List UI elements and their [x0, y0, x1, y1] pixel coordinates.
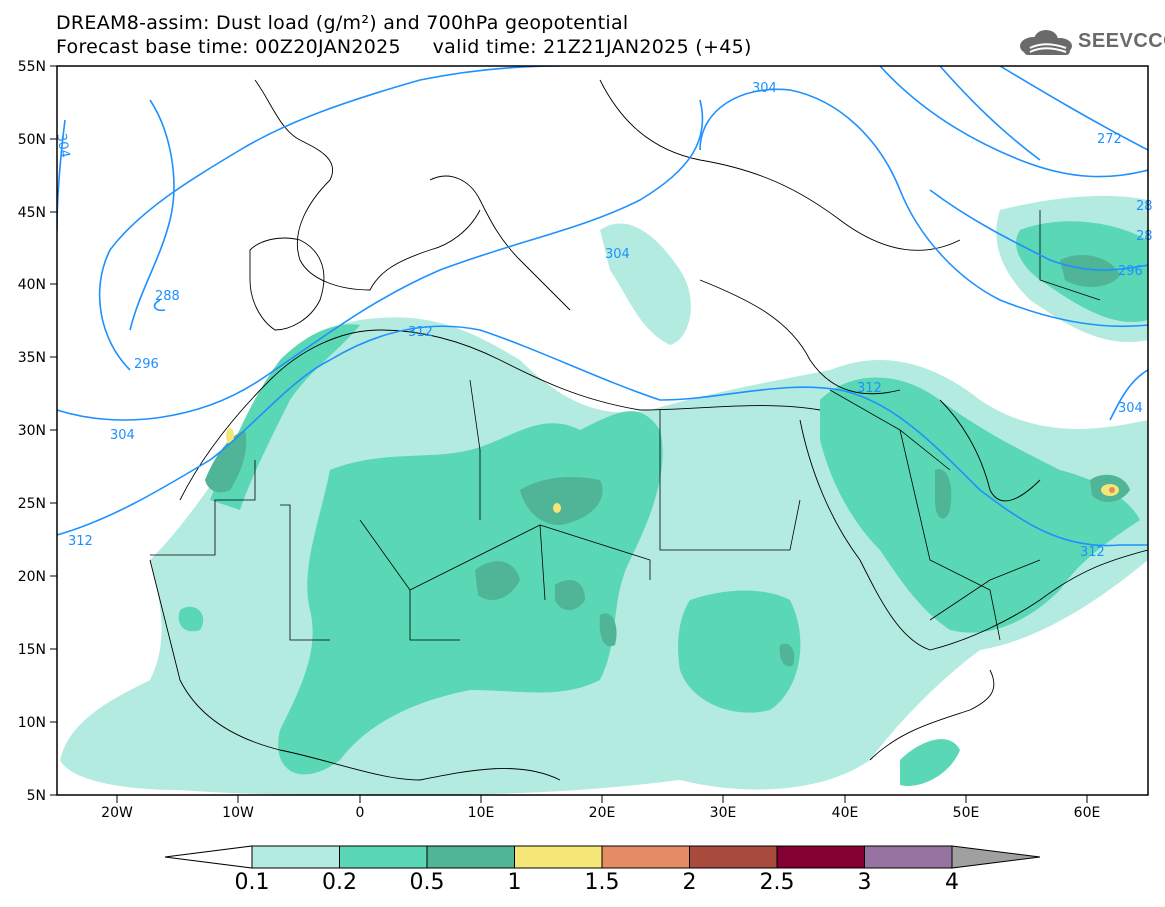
lon-axis: 20W 10W 0 10E 20E 30E 40E 50E 60E	[101, 795, 1100, 821]
colorbar-segment	[426, 845, 515, 869]
contour-label: 312	[68, 534, 93, 549]
colorbar-label: 0.1	[234, 870, 270, 895]
lat-label: 20N	[18, 569, 46, 585]
contour-label: 304	[1118, 401, 1143, 416]
colorbar-low-arrow	[164, 845, 253, 869]
colorbar-segment	[689, 845, 778, 869]
contour-label: 312	[1080, 545, 1105, 560]
colorbar-high-arrow	[951, 845, 1041, 869]
lon-label: 10E	[468, 805, 495, 821]
contour-label: 28	[1136, 229, 1153, 244]
forecast-time-line: Forecast base time: 00Z20JAN2025 valid t…	[56, 36, 752, 58]
colorbar-label: 3	[857, 870, 872, 895]
colorbar-segment	[776, 845, 865, 869]
contour-label: 312	[408, 325, 433, 340]
lat-label: 55N	[18, 59, 46, 75]
lat-label: 25N	[18, 496, 46, 512]
map-title: DREAM8-assim: Dust load (g/m²) and 700hP…	[56, 12, 629, 34]
contour-label: 304	[605, 247, 630, 262]
colorbar-label: 2	[682, 870, 697, 895]
colorbar	[164, 845, 1041, 869]
colorbar-segment	[251, 845, 340, 869]
contour-label: 304	[53, 132, 72, 159]
lat-label: 35N	[18, 350, 46, 366]
contour-label: 296	[134, 357, 159, 372]
colorbar-label: 1	[507, 870, 522, 895]
contour-label: 304	[110, 428, 135, 443]
lon-label: 60E	[1074, 805, 1101, 821]
contour-label: 304	[752, 81, 777, 96]
colorbar-label: 1.5	[584, 870, 620, 895]
colorbar-label: 0.2	[322, 870, 357, 895]
colorbar-segment	[339, 845, 428, 869]
lat-label: 40N	[18, 277, 46, 293]
colorbar-label: 0.5	[409, 870, 445, 895]
coastlines	[149, 79, 1148, 781]
lon-label: 40E	[832, 805, 859, 821]
lon-label: 20E	[589, 805, 616, 821]
lon-label: 10W	[222, 805, 254, 821]
lon-label: 30E	[710, 805, 737, 821]
contour-label: 288	[155, 289, 180, 304]
colorbar-segment	[514, 845, 603, 869]
lon-label: 50E	[953, 805, 980, 821]
logo	[1020, 30, 1072, 55]
contour-label: 312	[857, 381, 882, 396]
geopotential-contours	[57, 66, 1148, 547]
logo-text: SEEVCCC	[1078, 30, 1165, 52]
lat-axis: 55N 50N 45N 40N 35N 30N 25N 20N 15N 10N …	[18, 59, 57, 804]
country-borders	[150, 210, 1101, 641]
lon-label: 0	[356, 805, 365, 821]
colorbar-label: 4	[945, 870, 959, 895]
lat-label: 30N	[18, 423, 46, 439]
contour-label: 272	[1097, 132, 1122, 147]
lat-label: 5N	[27, 788, 46, 804]
lat-label: 15N	[18, 642, 46, 658]
contour-label: 296	[1118, 264, 1143, 279]
colorbar-segment	[864, 845, 953, 869]
lat-label: 45N	[18, 205, 46, 221]
lat-label: 50N	[18, 132, 46, 148]
lon-label: 20W	[101, 805, 133, 821]
dust-fields	[60, 195, 1148, 795]
colorbar-segment	[601, 845, 690, 869]
lat-label: 10N	[18, 715, 46, 731]
contour-label: 28	[1136, 199, 1153, 214]
colorbar-label: 2.5	[759, 870, 795, 895]
